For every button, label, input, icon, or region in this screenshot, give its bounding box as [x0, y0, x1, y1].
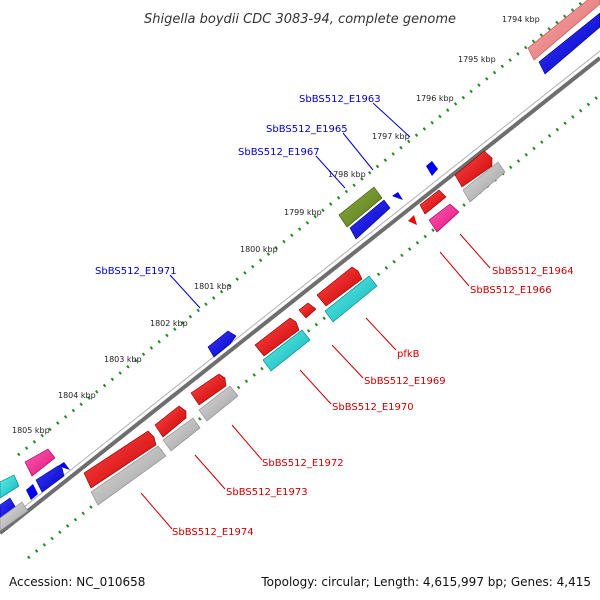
bottom-left-features — [0, 448, 70, 532]
pink-gene — [24, 448, 56, 477]
gene-label: SbBS512_E1969 — [364, 376, 446, 387]
leader-line — [365, 317, 397, 351]
pink-gene — [428, 203, 460, 233]
leader-line — [439, 251, 470, 287]
blue-small-arrow — [426, 161, 438, 176]
kbp-label: 1800 kbp — [240, 245, 278, 254]
leader-line — [231, 424, 263, 461]
gene-label: SbBS512_E1963 — [299, 94, 381, 105]
red-gene-arrow — [190, 373, 227, 406]
gene-label: SbBS512_E1971 — [95, 266, 177, 277]
gene-label: SbBS512_E1966 — [470, 285, 552, 296]
red-gene-arrow — [419, 189, 447, 215]
leader-line — [169, 274, 201, 309]
forward-gene-labels: SbBS512_E1963 SbBS512_E1965 SbBS512_E196… — [95, 94, 381, 277]
kbp-label: 1801 kbp — [194, 282, 232, 291]
genome-backbone-inner — [0, 50, 600, 527]
kbp-tick-labels: 1794 kbp 1795 kbp 1796 kbp 1797 kbp 1798… — [12, 15, 540, 435]
map-title: Shigella boydii CDC 3083-94, complete ge… — [144, 12, 456, 27]
kbp-label: 1794 kbp — [502, 15, 540, 24]
gene-label: SbBS512_E1970 — [332, 402, 414, 413]
blue-gene-arrow — [538, 12, 600, 75]
gene-label: SbBS512_E1967 — [238, 147, 320, 158]
blue-small-arrow — [392, 192, 403, 200]
red-gene-arrow — [254, 317, 300, 357]
red-small-arrow — [408, 215, 417, 225]
red-gene-arrow — [454, 150, 493, 188]
grey-feature — [0, 501, 29, 532]
red-gene-arrow — [316, 266, 363, 307]
grey-feature — [198, 385, 239, 422]
kbp-label: 1799 kbp — [284, 208, 322, 217]
leader-line — [140, 492, 173, 530]
kbp-label: 1802 kbp — [150, 319, 188, 328]
cyan-gene — [262, 329, 311, 372]
cyan-gene — [324, 275, 378, 323]
leader-line — [331, 344, 364, 379]
leader-line — [372, 102, 411, 138]
kbp-label: 1803 kbp — [104, 355, 142, 364]
grey-feature — [162, 417, 201, 452]
grey-feature — [90, 445, 167, 506]
leader-line — [459, 233, 491, 269]
kbp-label: 1796 kbp — [416, 94, 454, 103]
olive-gene — [338, 186, 383, 228]
genome-backbone — [0, 56, 600, 535]
gene-label: SbBS512_E1973 — [226, 487, 308, 498]
red-gene-arrow — [154, 405, 187, 438]
kbp-label: 1804 kbp — [58, 391, 96, 400]
blue-gene-arrow — [207, 330, 237, 358]
leader-line — [342, 132, 374, 171]
accession-text: Accession: NC_010658 — [9, 575, 145, 589]
blue-small-arrow — [58, 462, 70, 470]
red-gene-arrow — [83, 430, 157, 489]
leader-line — [194, 454, 226, 490]
red-small-arrow — [298, 302, 317, 319]
gene-label: SbBS512_E1974 — [172, 527, 254, 538]
leader-line — [315, 155, 346, 189]
gene-label: pfkB — [397, 349, 420, 360]
leader-line — [299, 369, 332, 405]
blue-gene-arrow — [35, 465, 65, 493]
gene-label: SbBS512_E1964 — [492, 266, 574, 277]
genome-summary-text: Topology: circular; Length: 4,615,997 bp… — [260, 575, 591, 589]
gene-label: SbBS512_E1965 — [266, 124, 348, 135]
kbp-label: 1795 kbp — [458, 55, 496, 64]
cyan-gene — [0, 474, 20, 499]
forward-strand-genes — [207, 161, 438, 358]
top-right-features — [527, 0, 600, 75]
blue-gene-arrow — [349, 199, 391, 240]
reverse-strand-genes — [83, 150, 506, 506]
pink-feature — [527, 0, 600, 61]
blue-small-arrow — [26, 484, 38, 500]
grey-feature — [462, 161, 506, 203]
gene-label: SbBS512_E1972 — [262, 458, 344, 469]
outer-tick-ring — [17, 0, 586, 457]
kbp-label: 1798 kbp — [328, 170, 366, 179]
kbp-label: 1805 kbp — [12, 426, 50, 435]
reverse-gene-labels: SbBS512_E1964 SbBS512_E1966 pfkB SbBS512… — [172, 266, 574, 538]
leader-lines — [140, 102, 491, 530]
kbp-label: 1797 kbp — [372, 132, 410, 141]
